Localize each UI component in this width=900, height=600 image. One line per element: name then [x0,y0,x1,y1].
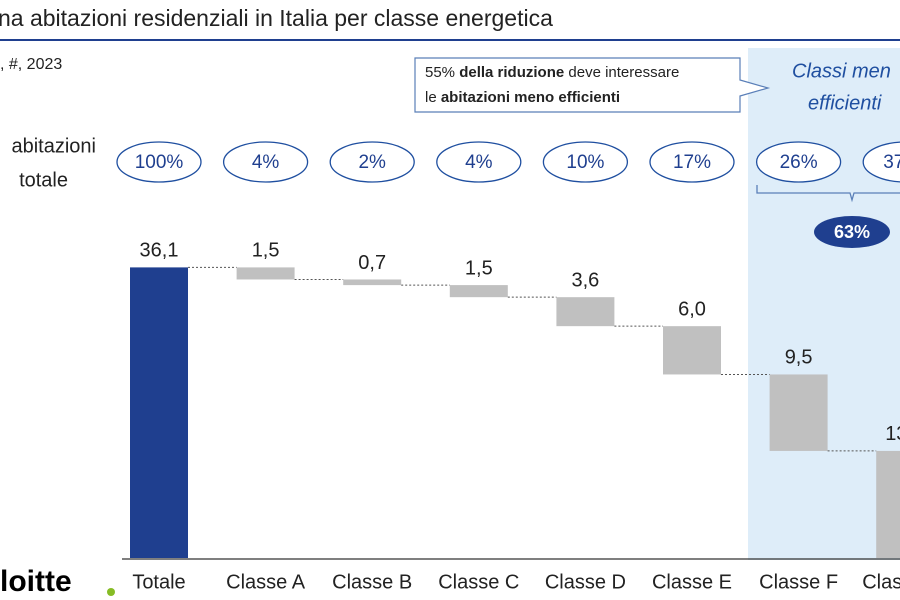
share-oval [436,141,522,183]
bar [663,326,721,375]
x-tick-label: Classe C [438,571,519,593]
x-tick-label: Clas [862,571,900,593]
total-bar [130,267,188,558]
logo-dot [107,588,115,596]
share-label: 4% [465,152,493,173]
share-oval [329,141,415,183]
bar [236,267,295,280]
value-label: 1,5 [252,240,280,262]
value-label: 1,5 [465,257,493,279]
share-label: 4% [252,152,280,173]
value-label: 13 [885,423,900,445]
value-label: 6,0 [678,298,706,320]
logo: loitte [0,565,72,598]
bar [876,450,900,558]
x-tick-label: Classe E [652,571,732,593]
share-oval [116,141,202,183]
value-label: 36,1 [140,240,179,262]
panel-title: Classi men [792,60,891,82]
share-oval [755,141,842,183]
callout-part: della riduzione [459,64,564,81]
share-label: 37 [883,152,900,173]
x-tick-label: Classe A [226,571,306,593]
share-oval [649,141,735,183]
subtitle: , #, 2023 [0,56,62,73]
callout-part: le [425,89,441,106]
value-label: 0,7 [358,252,386,274]
share-label: 26% [780,152,818,173]
bracket [756,185,900,203]
bar [343,279,402,286]
row-label: totale [19,169,68,191]
panel-title: efficienti [808,92,882,114]
share-oval [542,141,629,183]
value-label: 3,6 [571,269,599,291]
callout-box [414,57,771,113]
share-label: 17% [673,152,711,173]
share-label: 2% [358,152,386,173]
callout-part: 55% [425,64,459,81]
bar [769,374,828,451]
callout-text: le abitazioni meno efficienti [425,89,620,106]
value-label: 9,5 [785,347,813,369]
chart-title: na abitazioni residenziali in Italia per… [0,5,553,31]
group-share-label: 63% [834,222,870,242]
x-tick-label: Classe D [545,571,626,593]
callout-part: deve interessare [564,64,679,81]
highlight-panel [748,48,900,560]
x-tick-label: Classe F [759,571,838,593]
group-share-oval [814,216,890,248]
share-label: 100% [135,152,184,173]
share-oval [222,141,309,183]
row-label: abitazioni [11,135,96,157]
callout-part: abitazioni meno efficienti [441,89,620,106]
x-tick-label: Totale [132,571,185,593]
bar [449,285,508,298]
share-label: 10% [566,152,604,173]
x-tick-label: Classe B [332,571,412,593]
bar [556,297,615,327]
share-oval [862,141,900,183]
callout-text: 55% della riduzione deve interessare [425,64,679,81]
